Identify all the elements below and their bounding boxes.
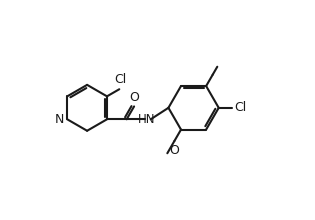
Text: N: N — [55, 113, 64, 126]
Text: HN: HN — [138, 113, 155, 126]
Text: O: O — [169, 144, 179, 157]
Text: Cl: Cl — [114, 73, 126, 86]
Text: Cl: Cl — [234, 101, 247, 114]
Text: O: O — [129, 91, 140, 104]
